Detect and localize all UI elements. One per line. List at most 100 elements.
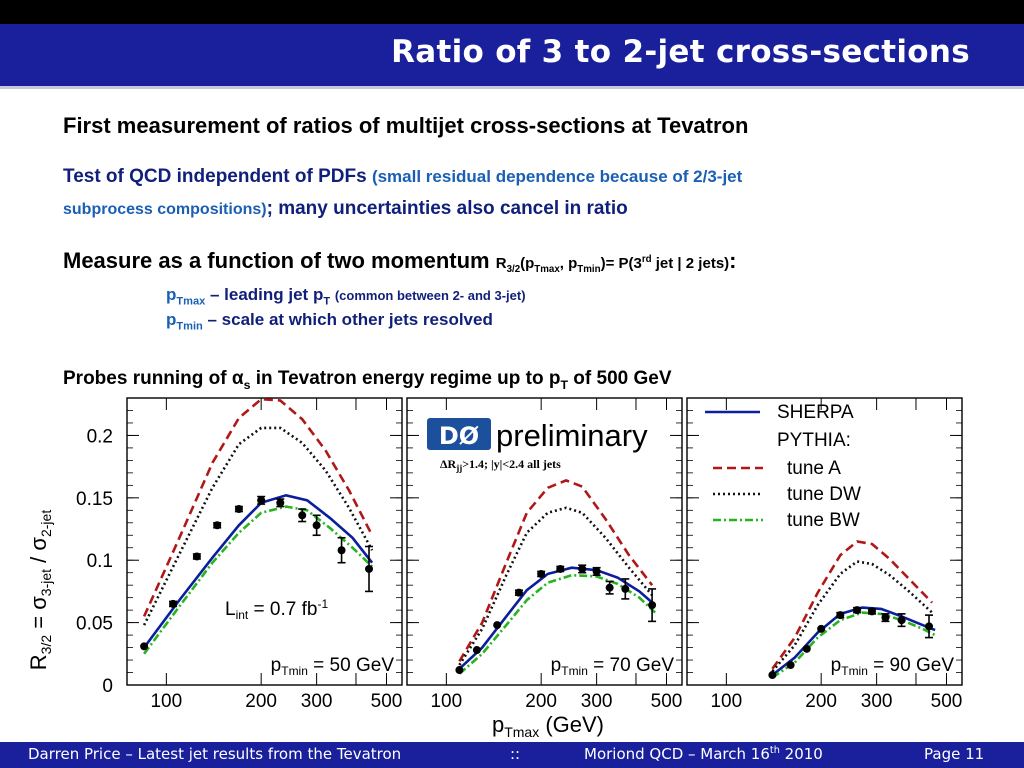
data-point bbox=[817, 624, 826, 633]
qcd-test-paren: (small residual dependence because of 2/… bbox=[371, 167, 743, 186]
x-tick-label: 100 bbox=[430, 691, 462, 712]
data-point bbox=[365, 564, 374, 573]
ratio-formula: R3/2(pTmax, pTmin)= P(3rd jet | 2 jets) bbox=[495, 254, 730, 275]
curve-tune-dw bbox=[142, 426, 374, 626]
x-tick-label: 300 bbox=[301, 691, 333, 712]
x-tick-label: 100 bbox=[710, 691, 742, 712]
x-tick-label: 300 bbox=[861, 691, 893, 712]
data-point bbox=[768, 671, 777, 680]
d0-logo-badge bbox=[427, 418, 491, 450]
curve-tune-a bbox=[142, 397, 374, 617]
top-black-bar bbox=[0, 0, 1024, 24]
x-tick-label: 200 bbox=[245, 691, 277, 712]
cut-label: ΔRjj>1.4; |y|<2.4 all jets bbox=[440, 457, 561, 473]
footer-conference: Moriond QCD – March 16th 2010 bbox=[584, 745, 823, 763]
data-point bbox=[140, 642, 149, 651]
curve-sherpa bbox=[771, 606, 936, 677]
x-tick-label: 100 bbox=[150, 691, 182, 712]
curve-sherpa bbox=[143, 493, 374, 649]
chart-panel-3: 100 200 300 500 pTmin = 90 GeV bbox=[686, 397, 963, 712]
footer-separator: :: bbox=[510, 745, 521, 763]
data-point bbox=[493, 621, 502, 630]
y-tick-label: 0.05 bbox=[76, 614, 113, 635]
y-axis-title: R3/2 = σ3-jet / σ2-jet bbox=[26, 510, 54, 671]
data-point bbox=[867, 607, 876, 616]
data-point bbox=[897, 616, 906, 625]
x-tick-label: 300 bbox=[581, 691, 613, 712]
def-ptmin: pTmin – scale at which other jets resolv… bbox=[166, 310, 493, 333]
measure-colon: : bbox=[729, 248, 737, 273]
data-point bbox=[925, 622, 934, 631]
data-point bbox=[455, 666, 464, 675]
uncertainties-cancel: ; many uncertainties also cancel in rati… bbox=[266, 198, 628, 219]
legend-entry: tune DW bbox=[787, 484, 861, 505]
qcd-test-main: Test of QCD independent of PDFs bbox=[63, 166, 372, 187]
x-axis-title: pTmax (GeV) bbox=[492, 712, 604, 740]
title-divider bbox=[0, 86, 1024, 89]
footer-page: Page 11 bbox=[924, 745, 985, 763]
curve-tune-a bbox=[458, 479, 654, 662]
x-tick-label: 200 bbox=[525, 691, 557, 712]
data-point bbox=[605, 583, 614, 592]
legend-entry: tune BW bbox=[787, 510, 860, 531]
y-tick-label: 0.2 bbox=[87, 426, 113, 447]
data-point bbox=[881, 613, 890, 622]
x-tick-label: 500 bbox=[651, 691, 683, 712]
data-point bbox=[592, 567, 601, 576]
data-point bbox=[786, 661, 795, 670]
subprocess-paren: subprocess compositions) bbox=[63, 201, 267, 218]
footer-author: Darren Price – Latest jet results from t… bbox=[28, 745, 402, 763]
ptmin-desc: – scale at which other jets resolved bbox=[202, 310, 493, 329]
bullet-alpha-s: Probes running of αs in Tevatron energy … bbox=[63, 368, 672, 392]
data-point bbox=[234, 505, 243, 514]
data-point bbox=[312, 521, 321, 530]
d0-logo-text: DØ bbox=[439, 422, 479, 450]
data-point bbox=[298, 511, 307, 520]
curve-tune-a bbox=[771, 540, 934, 670]
curve-tune-dw bbox=[458, 506, 654, 666]
data-point bbox=[257, 496, 266, 505]
y-tick-label: 0 bbox=[102, 676, 113, 697]
measure-main: Measure as a function of two momentum bbox=[63, 248, 496, 273]
data-point bbox=[836, 611, 845, 620]
ratio-figure: R3/2 = σ3-jet / σ2-jet 0 0.05 0.1 0.15 0.2 10… bbox=[26, 397, 963, 740]
x-tick-label: 200 bbox=[805, 691, 837, 712]
panel-frame bbox=[686, 397, 963, 686]
data-point bbox=[192, 552, 201, 561]
bullet-first-measurement: First measurement of ratios of multijet … bbox=[63, 113, 749, 138]
panel-frame bbox=[126, 397, 403, 686]
data-point bbox=[337, 546, 346, 555]
footer-bar: Darren Price – Latest jet results from t… bbox=[0, 742, 1024, 768]
ptmax-note: (common between 2- and 3-jet) bbox=[334, 288, 526, 303]
bullet-qcd-test: Test of QCD independent of PDFs (small r… bbox=[63, 166, 742, 188]
x-tick-label: 500 bbox=[371, 691, 403, 712]
x-tick-label: 500 bbox=[931, 691, 963, 712]
y-tick-label: 0.1 bbox=[87, 551, 113, 572]
ptmax-var: pTmax bbox=[166, 285, 206, 308]
d0-logo: DØ bbox=[427, 418, 491, 450]
bullet-qcd-test-cont: subprocess compositions); many uncertain… bbox=[63, 198, 628, 220]
data-point bbox=[514, 588, 523, 597]
panel-label: pTmin = 90 GeV bbox=[831, 655, 955, 678]
data-point bbox=[853, 606, 862, 615]
preliminary-label: preliminary bbox=[496, 418, 648, 453]
data-point bbox=[648, 601, 657, 610]
y-tick-label: 0.15 bbox=[76, 489, 113, 510]
legend-pythia: PYTHIA: bbox=[777, 430, 851, 451]
legend-entry: tune A bbox=[787, 458, 841, 479]
data-point bbox=[276, 498, 285, 507]
curve-tune-bw bbox=[771, 611, 936, 679]
data-point bbox=[556, 564, 565, 573]
ptmin-var: pTmin bbox=[166, 310, 203, 333]
slide-title: Ratio of 3 to 2-jet cross-sections bbox=[391, 34, 970, 70]
legend: SHERPA PYTHIA: tune A tune DW tune BW bbox=[705, 402, 861, 531]
data-point bbox=[169, 599, 178, 608]
bullet-measure-function: Measure as a function of two momentum R3… bbox=[63, 248, 736, 274]
data-point bbox=[578, 564, 587, 573]
data-point bbox=[213, 521, 222, 530]
data-point bbox=[537, 569, 546, 578]
data-point bbox=[621, 584, 630, 593]
title-bar: Ratio of 3 to 2-jet cross-sections bbox=[0, 24, 1024, 86]
data-point bbox=[472, 646, 481, 655]
